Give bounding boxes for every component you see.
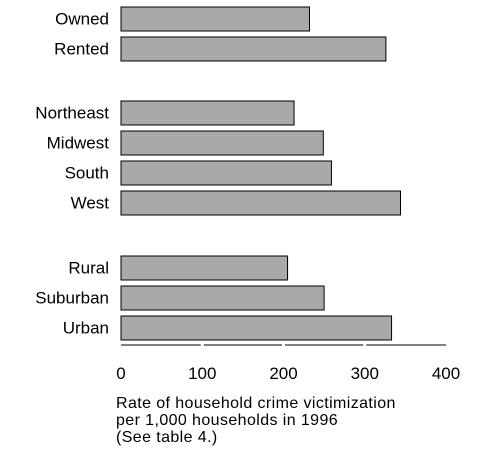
x-tick-label-400: 400: [432, 364, 460, 383]
bar-suburban: [120, 285, 325, 311]
x-tick-label-100: 100: [188, 364, 216, 383]
category-label-owned: Owned: [55, 10, 109, 29]
category-label-midwest: Midwest: [47, 134, 110, 153]
category-label-rented: Rented: [54, 40, 109, 59]
x-tick-label-0: 0: [116, 364, 125, 383]
category-labels-layer: Owned Rented Northeast Midwest South West Rura…: [35, 10, 109, 338]
x-tick-labels-layer: 0 100 200 300 400: [116, 364, 460, 383]
category-label-rural: Rural: [68, 259, 109, 278]
x-tick-label-200: 200: [269, 364, 297, 383]
bar-urban: [120, 315, 393, 341]
category-label-west: West: [71, 194, 110, 213]
caption-line-2: per 1,000 households in 1996: [116, 412, 339, 429]
category-label-suburban: Suburban: [35, 289, 109, 308]
caption-line-3: (See table 4.): [116, 429, 218, 446]
chart-caption: Rate of household crime victimization pe…: [116, 395, 481, 446]
category-label-urban: Urban: [63, 319, 109, 338]
bar-northeast: [120, 100, 295, 126]
bars-layer: [120, 6, 401, 341]
caption-line-1: Rate of household crime victimization: [116, 395, 396, 412]
bar-rented: [120, 36, 387, 62]
bar-south: [120, 160, 332, 186]
x-tick-label-300: 300: [351, 364, 379, 383]
bar-midwest: [120, 130, 324, 156]
category-label-northeast: Northeast: [35, 104, 109, 123]
category-label-south: South: [65, 164, 109, 183]
bar-rural: [120, 255, 289, 281]
bar-owned: [120, 6, 310, 32]
bar-west: [120, 190, 401, 216]
